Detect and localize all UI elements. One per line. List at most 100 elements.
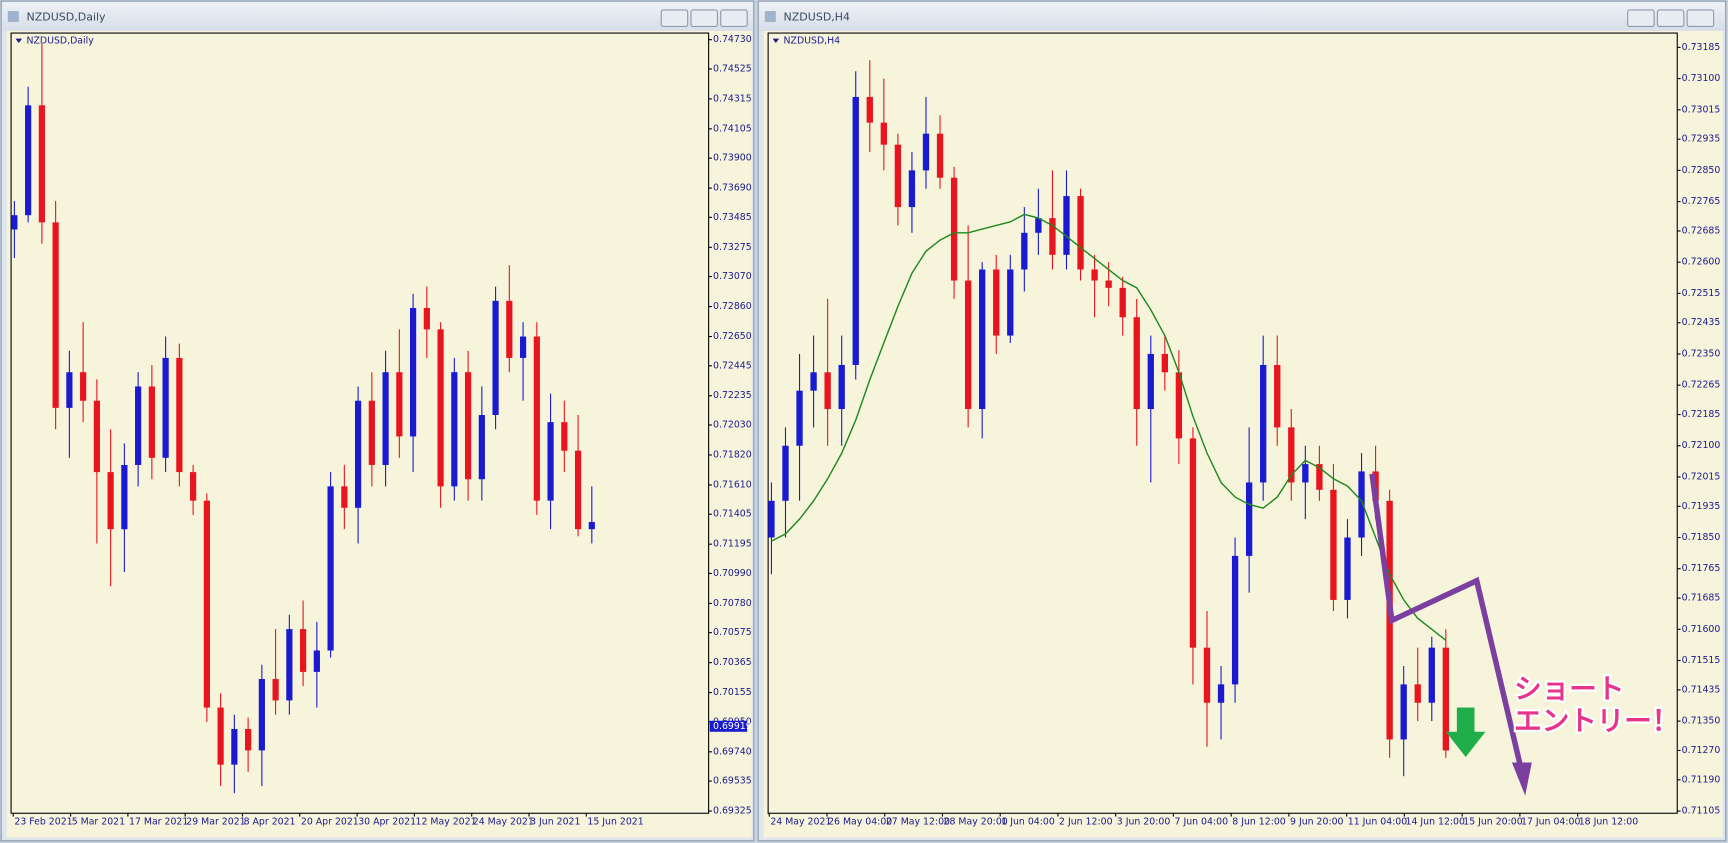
x-tick-label: 28 May 20:00: [944, 817, 1008, 828]
candle-body: [313, 650, 320, 672]
y-tick-label: 0.72600: [1682, 257, 1721, 268]
candle-body: [852, 96, 859, 365]
chart-menu-icon[interactable]: [15, 38, 23, 43]
candle-body: [93, 400, 100, 473]
candle-body: [1358, 471, 1365, 538]
candle-body: [908, 170, 916, 208]
y-tick-label: 0.72235: [713, 390, 752, 401]
candle-body: [231, 728, 238, 765]
minimize-button[interactable]: [1627, 9, 1655, 27]
y-tick-label: 0.69740: [713, 746, 752, 757]
y-tick-label: 0.72015: [1682, 471, 1721, 482]
candle-body: [574, 450, 582, 530]
candle-body: [107, 472, 114, 530]
candle-body: [341, 486, 348, 508]
candle-body: [1119, 287, 1126, 318]
candle-body: [838, 364, 845, 410]
close-button[interactable]: [720, 9, 748, 27]
annotation: エントリー！: [1514, 705, 1679, 737]
chart-menu-icon[interactable]: [772, 38, 780, 43]
x-tick-label: 1 Jun 04:00: [1001, 817, 1055, 828]
y-tick-label: 0.72685: [1682, 225, 1721, 236]
y-tick-label: 0.72445: [713, 360, 752, 371]
candle-body: [1035, 218, 1042, 233]
restore-button[interactable]: [1656, 9, 1685, 27]
candle-body: [80, 372, 87, 401]
candle-body: [1231, 555, 1239, 685]
y-tick-label: 0.72935: [1682, 134, 1721, 145]
candle-body: [1021, 232, 1028, 270]
y-tick-label: 0.72435: [1682, 317, 1721, 328]
candle-body: [1147, 353, 1154, 410]
candle-body: [451, 372, 458, 487]
candle-body: [519, 336, 527, 358]
y-tick-label: 0.71105: [1682, 806, 1721, 817]
y-tick-label: 0.70155: [713, 687, 752, 698]
candle-body: [437, 329, 444, 487]
x-tick-label: 24 May 2021: [473, 817, 534, 828]
y-tick-label: 0.73100: [1682, 73, 1721, 84]
x-tick-label: 17 Jun 04:00: [1521, 817, 1581, 828]
candle-body: [810, 372, 817, 391]
candle-body: [1344, 537, 1351, 600]
x-tick-label: 24 May 2021: [770, 817, 831, 828]
x-tick-label: 18 Jun 12:00: [1579, 817, 1639, 828]
y-tick-label: 0.72515: [1682, 288, 1721, 299]
candle-body: [1203, 647, 1211, 703]
candle-body: [162, 357, 169, 458]
y-tick-label: 0.72350: [1682, 348, 1721, 359]
candle-body: [1063, 196, 1070, 255]
y-tick-label: 0.73690: [713, 183, 752, 194]
candle-body: [1077, 196, 1084, 270]
y-tick-label: 0.71350: [1682, 716, 1721, 727]
x-tick-label: 26 May 04:00: [828, 817, 892, 828]
y-tick-label: 0.70365: [713, 657, 752, 668]
plot-frame: [10, 32, 710, 814]
candle-body: [922, 133, 930, 171]
y-tick-label: 0.74315: [713, 93, 752, 104]
y-tick-label: 0.73485: [713, 212, 752, 223]
price-label: 0.69919: [713, 721, 752, 732]
candle-body: [1274, 364, 1281, 428]
y-tick-label: 0.72850: [1682, 165, 1721, 176]
x-tick-label: 12 May 2021: [416, 817, 477, 828]
candle-body: [121, 464, 128, 530]
x-tick-label: 14 Jun 12:00: [1406, 817, 1466, 828]
x-tick-label: 17 Mar 2021: [129, 817, 188, 828]
candle-body: [203, 500, 210, 708]
y-tick-label: 0.72100: [1682, 440, 1721, 451]
restore-button[interactable]: [690, 9, 718, 27]
x-tick-label: 8 Apr 2021: [244, 817, 296, 828]
y-tick-label: 0.71850: [1682, 532, 1721, 543]
y-tick-label: 0.73185: [1682, 42, 1721, 53]
x-tick-label: 8 Jun 12:00: [1232, 817, 1286, 828]
candle-body: [1330, 489, 1337, 600]
y-tick-label: 0.73015: [1682, 104, 1721, 115]
y-tick-label: 0.71515: [1682, 655, 1721, 666]
candle-body: [824, 372, 831, 410]
candle-body: [190, 472, 197, 501]
y-tick-label: 0.71270: [1682, 745, 1721, 756]
price-label-box: [709, 720, 748, 732]
y-tick-label: 0.71190: [1682, 774, 1721, 785]
close-button[interactable]: [1686, 9, 1715, 27]
candle-body: [533, 336, 540, 501]
candle-body: [1316, 464, 1323, 490]
y-tick-label: 0.73900: [713, 153, 752, 164]
y-tick-label: 0.72765: [1682, 196, 1721, 207]
x-tick-label: 29 Mar 2021: [186, 817, 245, 828]
x-tick-label: 23 Feb 2021: [14, 817, 72, 828]
minimize-button[interactable]: [660, 9, 689, 27]
plot-frame: [767, 32, 1678, 814]
candle-body: [964, 280, 972, 410]
x-tick-label: 30 Apr 2021: [358, 817, 416, 828]
window-icon: [764, 11, 776, 23]
candle-body: [38, 105, 45, 223]
candle-body: [217, 707, 224, 765]
y-tick-label: 0.70780: [713, 598, 752, 609]
x-tick-label: 15 Jun 20:00: [1463, 817, 1523, 828]
title-bar: [759, 2, 1725, 31]
x-tick-label: 15 Jun 2021: [587, 817, 643, 828]
y-tick-label: 0.69325: [713, 806, 752, 817]
